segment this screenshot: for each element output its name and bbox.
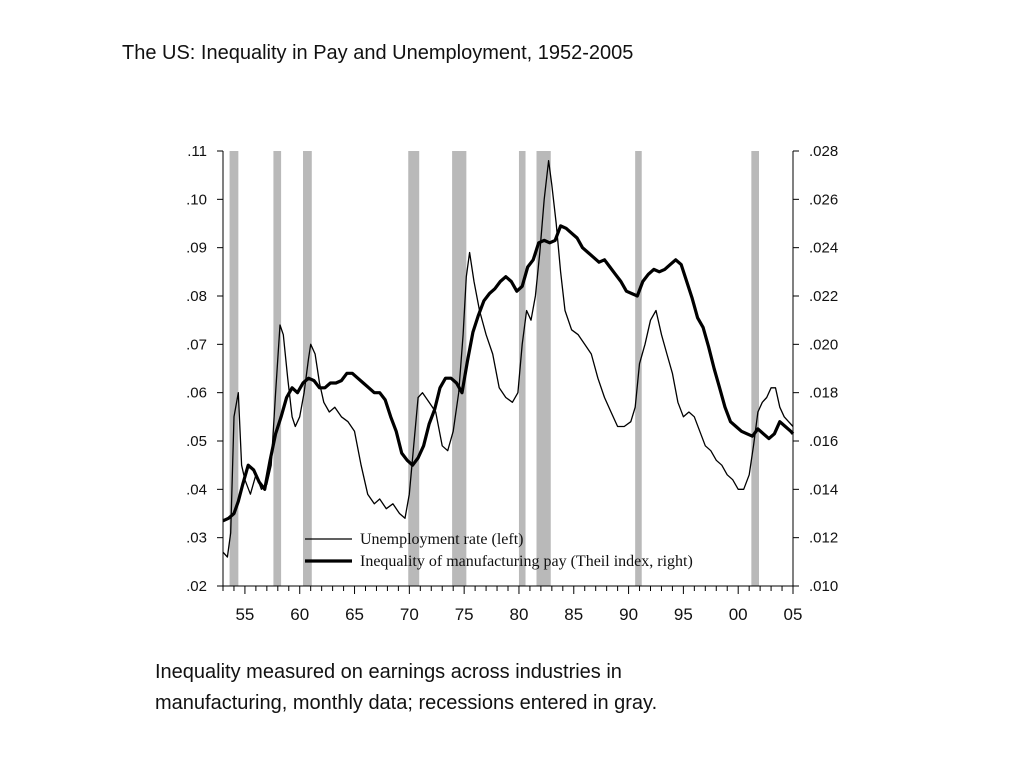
left-axis-tick-label: .07 [186,336,207,353]
left-axis-tick-label: .06 [186,385,207,402]
recession-band [536,151,551,586]
right-axis-tick-label: .026 [809,191,838,208]
right-axis-tick-label: .016 [809,433,838,450]
caption-line-1: Inequality measured on earnings across i… [155,661,622,683]
x-axis-tick-label: 60 [290,605,309,624]
right-axis-tick-label: .028 [809,143,838,160]
recession-band [751,151,760,586]
unemployment-rate-line [222,160,794,558]
recession-band [518,151,526,586]
figure-caption: Inequality measured on earnings across i… [155,657,795,719]
right-axis-tick-label: .014 [809,481,838,498]
x-axis-tick-label: 80 [510,605,529,624]
recession-band [452,151,467,586]
x-axis-tick-label: 00 [729,605,748,624]
chart-axes: .02 .03 .04 .05 .06 .07 .08 .09 .10 .11 .010 .012 .0… [186,143,838,624]
x-axis-tick-label: 65 [345,605,364,624]
left-axis-tick-label: .10 [186,191,207,208]
left-axis-tick-label: .05 [186,433,207,450]
page-title: The US: Inequality in Pay and Unemployme… [122,42,634,64]
left-axis-tick-label: .09 [186,240,207,257]
right-axis-tick-label: .024 [809,240,838,257]
legend-label: Unemployment rate (left) [360,531,524,548]
caption-line-2: manufacturing, monthly data; recessions … [155,692,658,714]
x-axis-tick-label: 05 [784,605,803,624]
x-axis-tick-label: 85 [564,605,583,624]
x-axis-tick-label: 95 [674,605,693,624]
left-axis-tick-label: .04 [186,481,207,498]
left-axis-tick-label: .03 [186,530,207,547]
left-axis-tick-label: .08 [186,288,207,305]
right-axis-tick-label: .022 [809,288,838,305]
right-axis-tick-label: .020 [809,336,838,353]
left-axis-tick-label: .02 [186,578,207,595]
chart-legend: Unemployment rate (left) Inequality of ma… [305,531,693,570]
legend-label: Inequality of manufacturing pay (Theil i… [360,553,693,570]
x-axis-tick-label: 70 [400,605,419,624]
x-axis-tick-label: 90 [619,605,638,624]
inequality-theil-line [222,224,795,523]
chart-series [222,160,795,558]
right-axis-tick-label: .018 [809,385,838,402]
recession-band [229,151,239,586]
recession-bands [229,151,760,586]
right-axis-tick-label: .012 [809,530,838,547]
recession-band [408,151,420,586]
left-axis-tick-label: .11 [187,143,207,160]
x-axis-tick-label: 75 [455,605,474,624]
right-axis-tick-label: .010 [809,578,838,595]
x-axis-tick-label: 55 [235,605,254,624]
